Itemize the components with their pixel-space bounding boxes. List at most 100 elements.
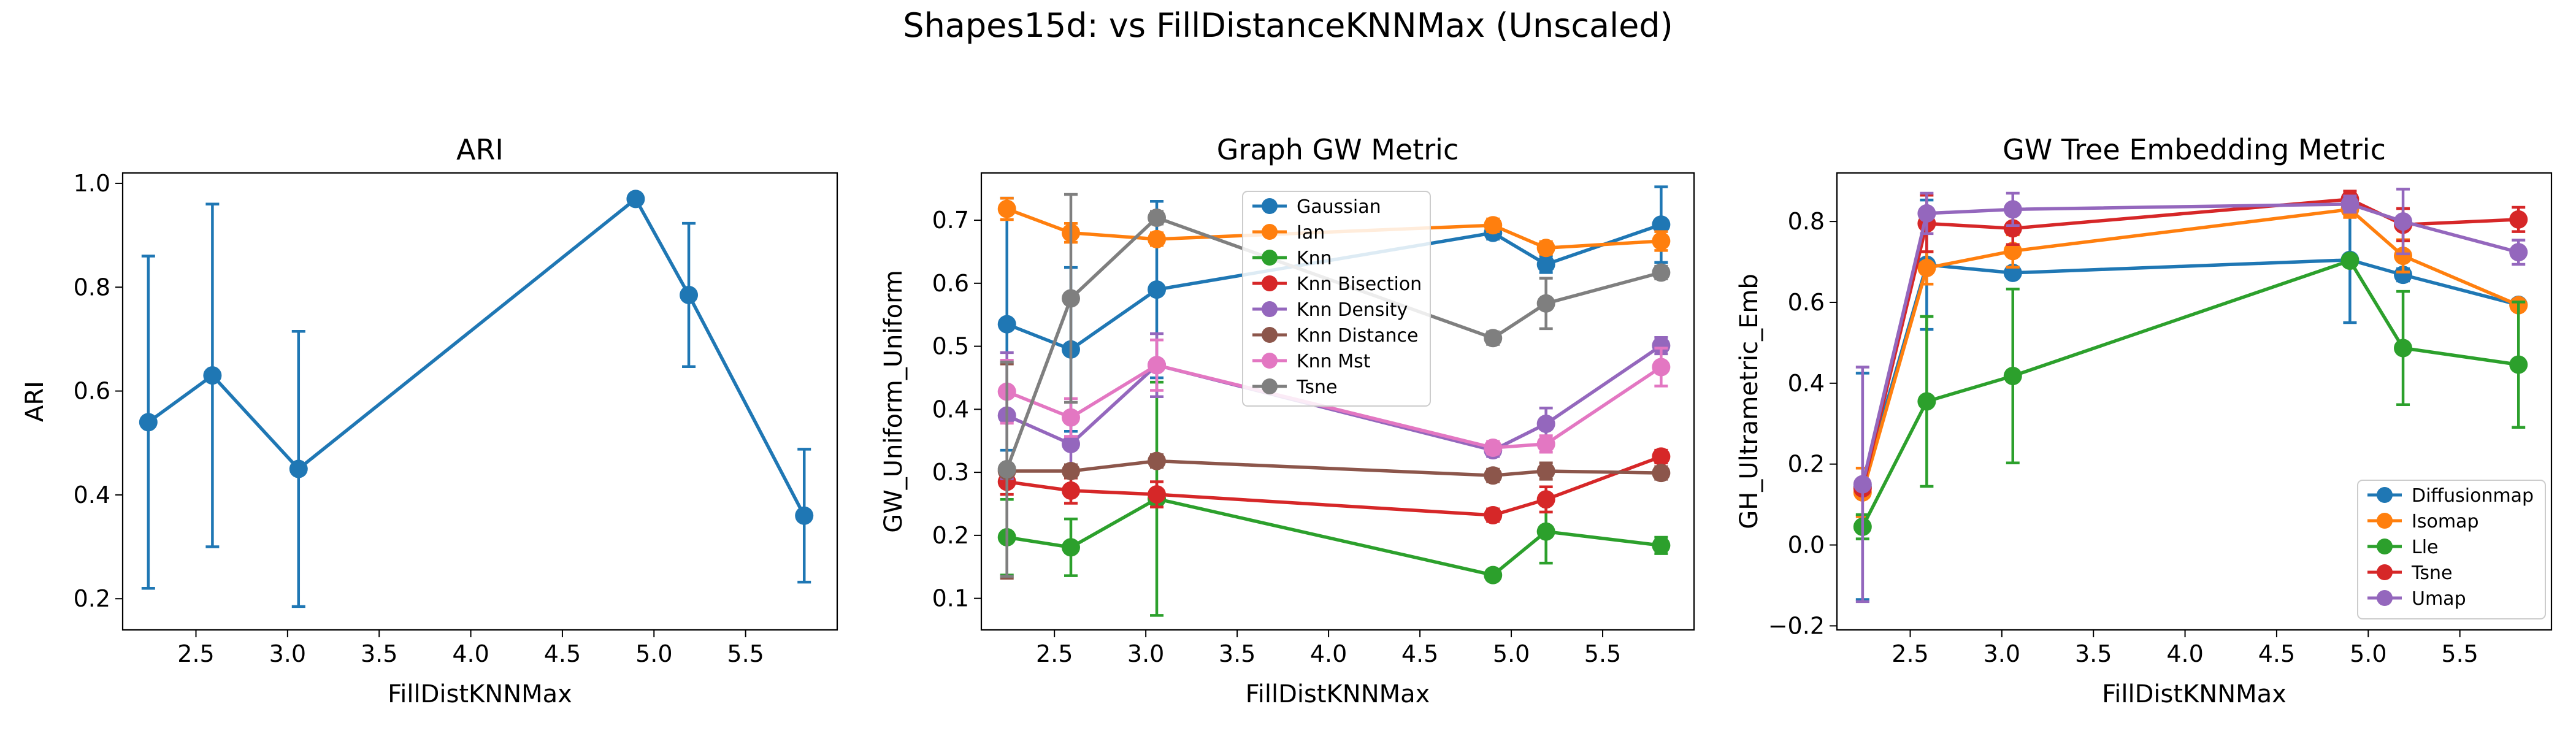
legend-marker	[1262, 198, 1278, 214]
data-point	[2003, 242, 2022, 261]
series-knn	[997, 380, 1671, 617]
data-point	[626, 190, 645, 209]
figure-title: Shapes15d: vs FillDistanceKNNMax (Unscal…	[903, 6, 1673, 45]
data-point	[2394, 266, 2413, 285]
data-point	[2509, 243, 2528, 262]
y-tick-label: 0.2	[74, 585, 110, 612]
x-tick-label: 2.5	[1892, 640, 1928, 667]
data-point	[139, 413, 158, 432]
x-tick-label: 5.0	[1493, 640, 1530, 667]
legend-label: Knn Distance	[1297, 325, 1418, 347]
x-tick-label: 3.0	[1127, 640, 1164, 667]
data-point	[1652, 536, 1671, 555]
y-tick-label: 0.7	[932, 207, 969, 234]
x-tick-label: 4.0	[1310, 640, 1347, 667]
data-point	[1484, 439, 1503, 458]
x-tick-label: 5.5	[1584, 640, 1621, 667]
y-tick-label: 0.6	[74, 378, 110, 405]
series-line	[1006, 454, 1662, 517]
x-tick-label: 3.5	[361, 640, 397, 667]
chart-graph-gw-metric: Graph GW Metric 2.5 3.0 3.5 4.0 4.5 5.0 5.5 0.1 0…	[880, 133, 1695, 708]
series-tsne	[1853, 190, 2528, 498]
legend-marker	[1262, 327, 1278, 343]
series-line	[1006, 459, 1662, 477]
data-point	[1536, 294, 1555, 313]
chart-title: GW Tree Embedding Metric	[2003, 133, 2386, 166]
y-tick-label: 0.3	[932, 459, 969, 486]
data-point	[1652, 447, 1671, 466]
legend-label: Umap	[2412, 588, 2466, 610]
y-axis-label: GH_Ultrametric_Emb	[1735, 274, 1763, 529]
axes-frame	[980, 172, 1695, 631]
data-point	[2394, 247, 2413, 266]
data-point	[1536, 434, 1555, 453]
chart-title: ARI	[456, 133, 504, 166]
x-tick-label: 4.5	[1401, 640, 1438, 667]
x-tick-label: 4.5	[544, 640, 581, 667]
data-point	[795, 506, 814, 525]
x-tick-label: 3.5	[2075, 640, 2112, 667]
data-point	[1148, 451, 1167, 470]
data-point	[1917, 204, 1936, 223]
legend-marker	[1262, 301, 1278, 317]
legend-label: Tsne	[1296, 377, 1337, 398]
legend-label: Ian	[1297, 222, 1325, 243]
data-point	[1061, 462, 1080, 481]
legend-label: Knn Mst	[1297, 351, 1371, 372]
y-tick-label: 1.0	[74, 170, 110, 197]
data-point	[1148, 485, 1167, 504]
data-point	[1853, 475, 1872, 494]
x-tick-label: 3.5	[1219, 640, 1255, 667]
legend-label: Knn Density	[1297, 299, 1408, 321]
series-umap	[1853, 188, 2528, 604]
legend-marker	[1262, 224, 1278, 240]
legend-label: Knn Bisection	[1297, 274, 1422, 295]
data-point	[2340, 194, 2359, 213]
legend-marker	[2377, 590, 2393, 606]
y-tick-label: 0.8	[74, 274, 110, 301]
chart-gw-tree-embedding-metric: GW Tree Embedding Metric 2.5 3.0 3.5 4.0 4.5 5…	[1735, 133, 2553, 708]
legend-box	[2357, 480, 2546, 619]
legend-label: Tsne	[2411, 562, 2452, 584]
data-point	[1536, 462, 1555, 481]
series-knn-bisection	[997, 447, 1671, 524]
y-tick-label: 0.5	[932, 333, 969, 360]
legend-box	[1242, 191, 1431, 407]
data-point	[1484, 329, 1503, 348]
series-line	[1861, 259, 2519, 528]
data-point	[997, 199, 1016, 218]
x-tick-label: 2.5	[177, 640, 214, 667]
data-point	[1061, 434, 1080, 453]
legend-label: Diffusionmap	[2412, 485, 2534, 507]
series-line	[1861, 207, 2520, 493]
data-point	[1652, 215, 1671, 234]
x-axis-label: FillDistKNNMax	[1246, 680, 1430, 708]
x-tick-label: 5.5	[2441, 640, 2478, 667]
data-point	[1652, 464, 1671, 483]
axes-frame	[121, 172, 838, 631]
legend-marker	[2377, 564, 2393, 580]
x-tick-label: 5.0	[635, 640, 672, 667]
series-isomap	[1853, 199, 2528, 518]
legend: Diffusionmap Isomap Lle Tsne Umap	[2357, 480, 2546, 619]
x-tick-label: 4.0	[452, 640, 489, 667]
chart-ari: ARI 2.5 3.0 3.5 4.0 4.5 5.0 5.5 0.2 0.4 0.6 0.8 1.0 F…	[21, 133, 838, 708]
data-point	[2003, 366, 2022, 385]
series-0	[139, 190, 814, 608]
data-point	[1061, 481, 1080, 500]
legend-marker	[1262, 353, 1278, 369]
data-point	[1652, 358, 1671, 377]
data-point	[1536, 522, 1555, 541]
series-line	[147, 197, 806, 517]
data-point	[680, 285, 699, 304]
y-tick-label: −0.2	[1768, 612, 1825, 639]
data-point	[2003, 219, 2022, 238]
data-point	[1484, 216, 1503, 235]
series-line	[1006, 497, 1662, 577]
series-lle	[1853, 251, 2528, 540]
data-point	[2003, 200, 2022, 219]
data-point	[997, 459, 1016, 478]
data-point	[1484, 565, 1503, 585]
data-point	[1536, 255, 1555, 274]
